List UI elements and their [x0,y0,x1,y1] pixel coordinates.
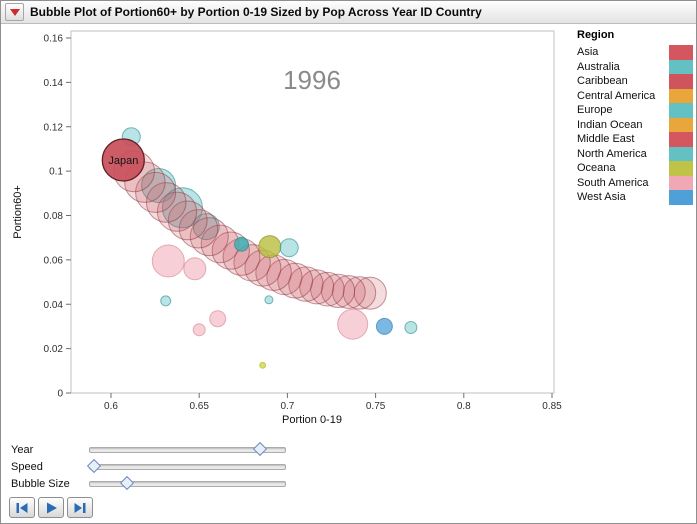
slider-label: Bubble Size [11,477,70,490]
step-back-button[interactable] [9,497,35,518]
legend-color-swatch[interactable] [669,45,693,60]
svg-text:0: 0 [57,389,63,400]
svg-text:Portion60+: Portion60+ [12,185,24,239]
legend-color-swatch[interactable] [669,161,693,176]
playback-controls [9,497,93,518]
legend-color-swatch[interactable] [669,74,693,89]
slider-row: Speed [11,458,331,475]
svg-text:0.8: 0.8 [457,401,471,412]
legend-color-swatch[interactable] [669,175,693,190]
svg-text:0.14: 0.14 [44,78,64,89]
svg-text:0.06: 0.06 [44,255,64,266]
window-title: Bubble Plot of Portion60+ by Portion 0-1… [30,5,482,19]
red-triangle-icon [9,8,20,16]
legend-item-label: Australia [577,60,620,73]
legend-color-swatch[interactable] [669,190,693,205]
legend-color-swatch[interactable] [669,132,693,147]
legend-item[interactable]: Europe [577,103,693,118]
legend-color-swatch[interactable] [669,59,693,74]
slider-label: Year [11,443,34,456]
slider-panel: Year Speed Bubble Size [11,441,331,492]
red-triangle-menu-button[interactable] [5,3,24,21]
title-bar: Bubble Plot of Portion60+ by Portion 0-1… [1,1,696,24]
svg-text:0.12: 0.12 [44,122,64,133]
play-button[interactable] [38,497,64,518]
slider-thumb[interactable] [252,441,267,456]
svg-text:0.02: 0.02 [44,344,64,355]
legend-color-swatch[interactable] [669,117,693,132]
skip-back-icon [16,502,28,513]
slider-row: Bubble Size [11,475,331,492]
legend-item[interactable]: Oceana [577,161,693,176]
slider-label: Speed [11,460,43,473]
legend-item[interactable]: Asia [577,45,693,60]
legend-color-swatch[interactable] [669,88,693,103]
legend-item-label: Asia [577,46,599,59]
svg-text:0.7: 0.7 [280,401,294,412]
legend-item-label: Middle East [577,133,635,146]
svg-text:0.75: 0.75 [366,401,386,412]
step-forward-icon [74,502,86,513]
legend-item-label: Caribbean [577,75,628,88]
svg-text:0.6: 0.6 [104,401,118,412]
legend-item[interactable]: Indian Ocean [577,117,693,132]
svg-text:0.08: 0.08 [44,211,64,222]
slider-row: Year [11,441,331,458]
svg-text:Japan: Japan [108,155,138,167]
legend-item-label: Europe [577,104,613,117]
legend-rows: Asia Australia Caribbean Central America Eur… [577,45,693,205]
svg-text:Portion 0-19: Portion 0-19 [282,414,342,426]
legend-item-label: Oceana [577,162,616,175]
play-icon [47,502,57,513]
legend: Region Asia Australia Caribbean Central Ame… [577,29,693,205]
legend-color-swatch[interactable] [669,146,693,161]
legend-item[interactable]: North America [577,146,693,161]
legend-item[interactable]: Caribbean [577,74,693,89]
bubble-plot[interactable]: 0.6 0.65 0.7 0.75 0.8 0.85 0 0.02 0.04 0.06 0.08 0.… [7,27,567,429]
svg-text:0.16: 0.16 [44,34,64,45]
slider-track[interactable] [89,441,286,456]
legend-item[interactable]: South America [577,175,693,190]
slider-track[interactable] [86,458,286,473]
legend-title: Region [577,29,615,41]
legend-item[interactable]: Central America [577,88,693,103]
legend-item-label: Indian Ocean [577,118,643,131]
svg-text:0.65: 0.65 [189,401,209,412]
legend-item[interactable]: Middle East [577,132,693,147]
legend-item-label: West Asia [577,191,626,204]
legend-item-label: Central America [577,89,656,102]
slider-thumb[interactable] [119,475,135,490]
legend-item[interactable]: West Asia [577,190,693,205]
legend-item[interactable]: Australia [577,59,693,74]
svg-text:0.85: 0.85 [542,401,562,412]
legend-color-swatch[interactable] [669,103,693,118]
svg-text:0.1: 0.1 [49,167,63,178]
legend-item-label: South America [577,176,649,189]
svg-text:1996: 1996 [283,65,341,95]
slider-track[interactable] [89,475,286,490]
step-forward-button[interactable] [67,497,93,518]
legend-item-label: North America [577,147,647,160]
svg-text:0.04: 0.04 [44,300,64,311]
